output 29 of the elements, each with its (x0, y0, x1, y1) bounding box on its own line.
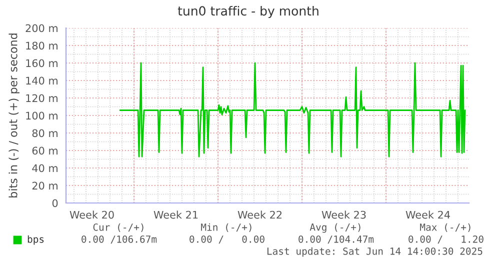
x-tick-label: Week 22 (238, 210, 282, 219)
y-tick-label: 100 m (26, 112, 58, 120)
text: Cur (-/+) (93, 223, 144, 232)
y-tick-label: 200 m (26, 24, 58, 32)
text: 0.00 / 0.00 (190, 235, 264, 244)
y-tick-label: 120 m (26, 94, 58, 102)
x-tick-label: Week 20 (70, 210, 114, 219)
y-tick-label: 180 m (26, 42, 58, 50)
x-tick-label: Week 24 (406, 210, 450, 219)
text: 0.00 /106.67m (82, 235, 157, 244)
text: Avg (-/+) (310, 223, 360, 233)
y-tick-label: 0 (52, 199, 58, 208)
chart-title: tun0 traffic - by month (178, 6, 318, 18)
x-tick-label: Week 21 (154, 210, 198, 219)
y-axis-title: bits in (-) / out (+) per second (8, 34, 20, 198)
y-tick-label: 40 m (32, 164, 58, 172)
y-tick-label: 140 m (26, 76, 58, 85)
text: 0.00 / 1.20 (408, 235, 484, 244)
line-series (119, 62, 466, 158)
text: Max (-/+) (420, 223, 470, 232)
y-tick-label: 80 m (32, 129, 58, 138)
y-tick-label: 160 m (26, 59, 58, 68)
y-tick-label: 60 m (32, 146, 58, 155)
text: Min (-/+) (201, 223, 252, 232)
y-tick-label: 20 m (32, 182, 58, 190)
text: 0.00 /104.47m (298, 235, 374, 244)
legend-label: bps (28, 235, 44, 245)
text: Last update: Sat Jun 14 14:00:30 2025 (267, 247, 482, 257)
x-tick-label: Week 23 (322, 210, 366, 219)
